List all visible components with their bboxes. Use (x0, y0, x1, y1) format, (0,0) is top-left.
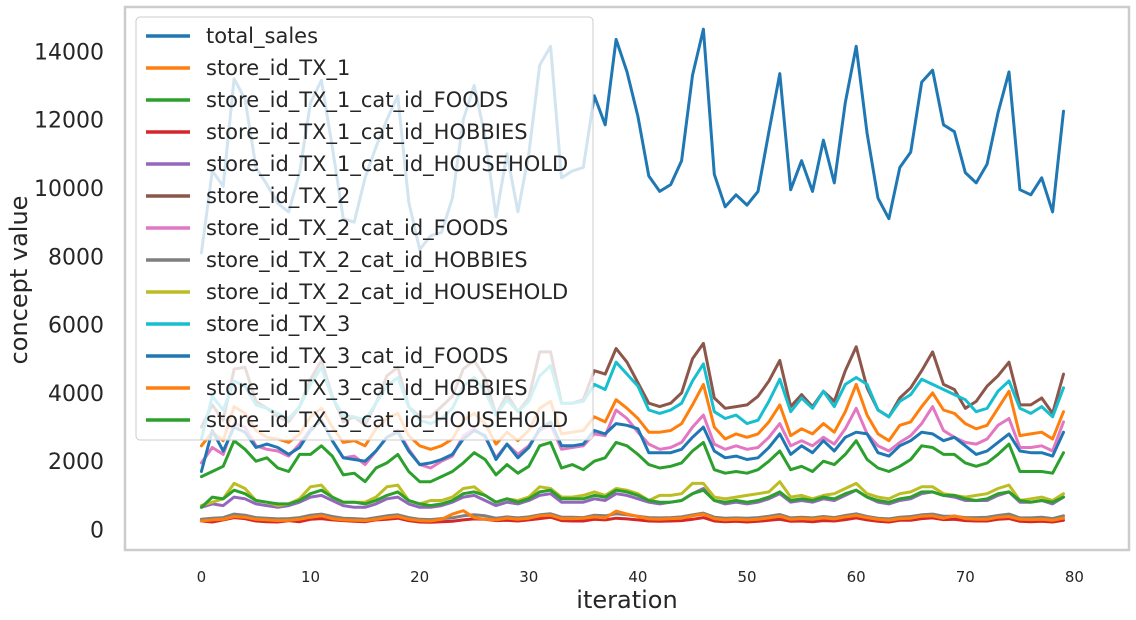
series-line-12 (199, 488, 1065, 509)
x-tick-label: 40 (628, 568, 647, 586)
legend-label: store_id_TX_2 (206, 184, 350, 209)
legend-label: store_id_TX_2_cat_id_FOODS (206, 216, 508, 241)
y-tick-label: 12000 (34, 109, 104, 134)
x-axis-ticks: 0 10 20 30 40 50 60 70 80 (197, 568, 1084, 586)
legend-label: total_sales (206, 24, 318, 49)
legend-label: store_id_TX_1_cat_id_HOUSEHOLD (206, 152, 568, 177)
legend-label: store_id_TX_3_cat_id_HOBBIES (206, 376, 528, 401)
legend-label: store_id_TX_2_cat_id_HOBBIES (206, 248, 528, 273)
x-tick-label: 0 (197, 568, 207, 586)
legend-label: store_id_TX_1_cat_id_HOBBIES (206, 120, 528, 145)
x-axis-label: iteration (576, 586, 677, 614)
legend-label: store_id_TX_1_cat_id_FOODS (206, 88, 508, 113)
y-tick-label: 10000 (34, 177, 104, 202)
series-line-10 (199, 418, 1065, 473)
y-axis-label: concept value (5, 196, 33, 365)
series-line-1 (199, 382, 1065, 451)
legend-label: store_id_TX_1 (206, 56, 350, 81)
legend-box (135, 16, 594, 441)
x-tick-label: 30 (519, 568, 538, 586)
legend-label: store_id_TX_3_cat_id_HOUSEHOLD (206, 408, 568, 433)
series-line-11 (199, 509, 1065, 523)
y-tick-label: 0 (90, 519, 104, 544)
x-tick-label: 10 (301, 568, 320, 586)
legend: total_sales store_id_TX_1 store_id_TX_1_ca… (135, 16, 594, 441)
x-tick-label: 20 (410, 568, 429, 586)
y-tick-label: 14000 (34, 40, 104, 65)
series-line-2 (199, 439, 1065, 484)
y-axis-ticks: 0 2000 4000 6000 8000 10000 12000 14000 (34, 40, 104, 543)
x-tick-label: 50 (737, 568, 756, 586)
y-tick-label: 8000 (48, 245, 104, 270)
legend-label: store_id_TX_2_cat_id_HOUSEHOLD (206, 280, 568, 305)
x-tick-label: 70 (956, 568, 975, 586)
y-tick-label: 2000 (48, 450, 104, 475)
y-tick-label: 4000 (48, 382, 104, 407)
series-line-4 (199, 487, 1065, 509)
x-tick-label: 80 (1065, 568, 1084, 586)
legend-label: store_id_TX_3_cat_id_FOODS (206, 344, 508, 369)
legend-label: store_id_TX_3 (206, 312, 350, 337)
x-tick-label: 60 (847, 568, 866, 586)
y-tick-label: 6000 (48, 314, 104, 339)
